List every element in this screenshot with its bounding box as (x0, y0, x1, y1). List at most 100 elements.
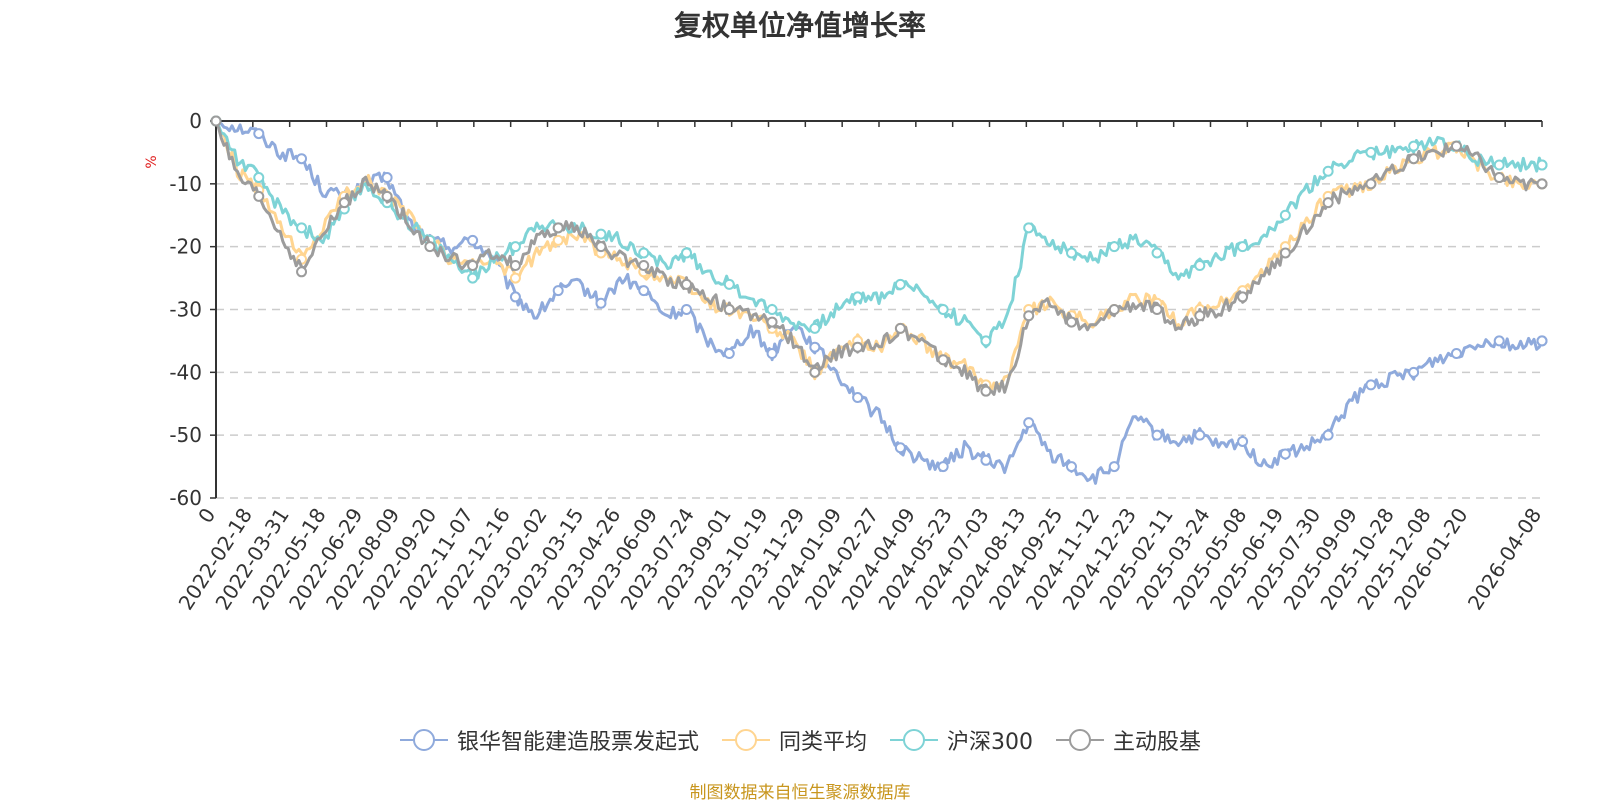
legend-marker-icon (399, 729, 448, 751)
series-line (215, 119, 1544, 485)
y-tick-label: 0 (189, 109, 202, 133)
grid-layer (216, 183, 1542, 499)
data-point (1493, 159, 1505, 171)
data-point (852, 291, 864, 303)
x-tick-label: 0 (193, 504, 220, 528)
data-point (723, 304, 735, 315)
data-point (509, 241, 521, 253)
data-point (1279, 247, 1291, 259)
data-point (894, 442, 906, 454)
data-point (1365, 178, 1377, 190)
data-point (1023, 222, 1035, 234)
data-point (1536, 178, 1548, 190)
data-point (681, 278, 693, 290)
data-point (809, 366, 821, 378)
data-point (1408, 140, 1420, 152)
axis-layer (210, 120, 1543, 499)
data-point (1108, 241, 1120, 253)
legend-item[interactable]: 同类平均 (721, 724, 867, 756)
data-point (809, 341, 821, 353)
data-point (681, 247, 693, 259)
data-point (980, 335, 992, 347)
data-point (980, 454, 992, 466)
x-tick-label: 2026-04-08 (1463, 504, 1546, 615)
data-point (1365, 379, 1377, 391)
series-layer (210, 115, 1548, 485)
data-point (1065, 247, 1077, 259)
data-point (1322, 429, 1334, 441)
data-point (1493, 172, 1505, 184)
legend-marker-icon (890, 729, 938, 751)
data-point (1023, 310, 1035, 322)
data-point (894, 278, 906, 290)
y-tick-label: -60 (169, 486, 202, 510)
data-point (1194, 310, 1206, 322)
data-point (1237, 435, 1249, 447)
data-point (1108, 304, 1120, 315)
chart-canvas: 0-10-20-30-40-50-6002022-02-182022-03-31… (144, 109, 1548, 615)
y-tick-label: -20 (169, 235, 202, 259)
data-point (723, 347, 735, 359)
legend: 银华智能建造股票发起式 同类平均 沪深300 主动股基 (0, 724, 1600, 756)
data-point (552, 234, 564, 246)
data-point (1194, 260, 1206, 272)
data-point (638, 260, 650, 272)
legend-label: 主动股基 (1113, 730, 1202, 755)
legend-label: 沪深300 (947, 730, 1033, 755)
series-line (214, 120, 1543, 392)
data-point (1493, 335, 1505, 347)
data-point (296, 222, 308, 234)
legend-label: 银华智能建造股票发起式 (456, 730, 699, 755)
data-point (1151, 429, 1163, 441)
y-axis-unit: % (144, 155, 160, 168)
data-point (1194, 429, 1206, 441)
data-point (1450, 140, 1462, 152)
legend-item[interactable]: 主动股基 (1055, 724, 1201, 756)
data-point (595, 297, 607, 309)
source-note: 制图数据来自恒生聚源数据库 (689, 783, 911, 803)
series-line (214, 120, 1543, 396)
legend-label: 同类平均 (778, 730, 867, 755)
data-point (1279, 209, 1291, 221)
data-point (1365, 146, 1377, 158)
data-point (210, 115, 222, 127)
legend-marker-icon (1056, 729, 1104, 751)
data-point (253, 190, 265, 202)
data-point (681, 304, 693, 315)
data-point (852, 341, 864, 353)
data-point (1108, 461, 1120, 473)
data-point (1322, 165, 1334, 177)
data-point (638, 247, 650, 259)
data-point (467, 260, 479, 272)
data-point (1536, 335, 1548, 347)
data-point (766, 347, 778, 359)
data-point (980, 385, 992, 397)
data-point (467, 272, 479, 284)
data-point (424, 241, 436, 253)
data-point (253, 128, 265, 140)
data-point (296, 153, 308, 165)
data-point (1237, 291, 1249, 303)
data-point (937, 461, 949, 473)
y-tick-label: -30 (169, 298, 202, 322)
data-point (381, 172, 393, 184)
data-point (1065, 461, 1077, 473)
legend-item[interactable]: 沪深300 (889, 724, 1033, 756)
data-point (638, 285, 650, 297)
data-point (723, 278, 735, 290)
data-point (552, 285, 564, 297)
data-point (1408, 366, 1420, 378)
data-point (253, 172, 265, 184)
data-point (852, 391, 864, 403)
chart-title: 复权单位净值增长率 (673, 9, 926, 42)
data-point (937, 304, 949, 315)
data-point (809, 322, 821, 334)
data-point (1065, 316, 1077, 328)
data-point (381, 190, 393, 202)
data-point (1151, 247, 1163, 259)
data-point (937, 354, 949, 366)
data-point (766, 316, 778, 328)
data-point (296, 266, 308, 278)
legend-item[interactable]: 银华智能建造股票发起式 (399, 724, 699, 756)
data-point (338, 197, 350, 209)
